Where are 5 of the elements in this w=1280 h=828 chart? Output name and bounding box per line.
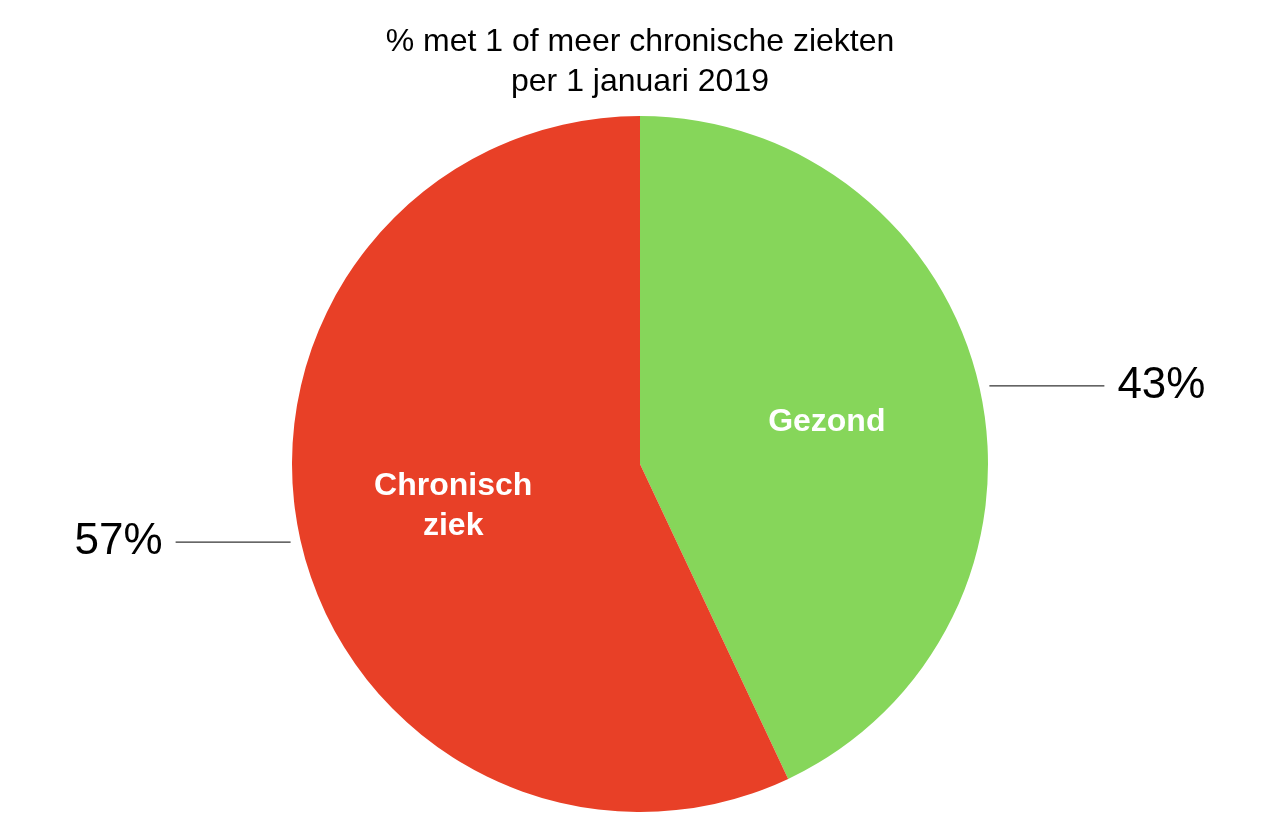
data-label: 43% [1117, 358, 1206, 408]
chart-title: % met 1 of meer chronische ziekten per 1 januari 2019 [385, 21, 895, 98]
data-label: 57% [74, 514, 163, 564]
slice-label: Chronisch ziek [374, 465, 533, 542]
slice-label: Gezond [768, 402, 886, 439]
